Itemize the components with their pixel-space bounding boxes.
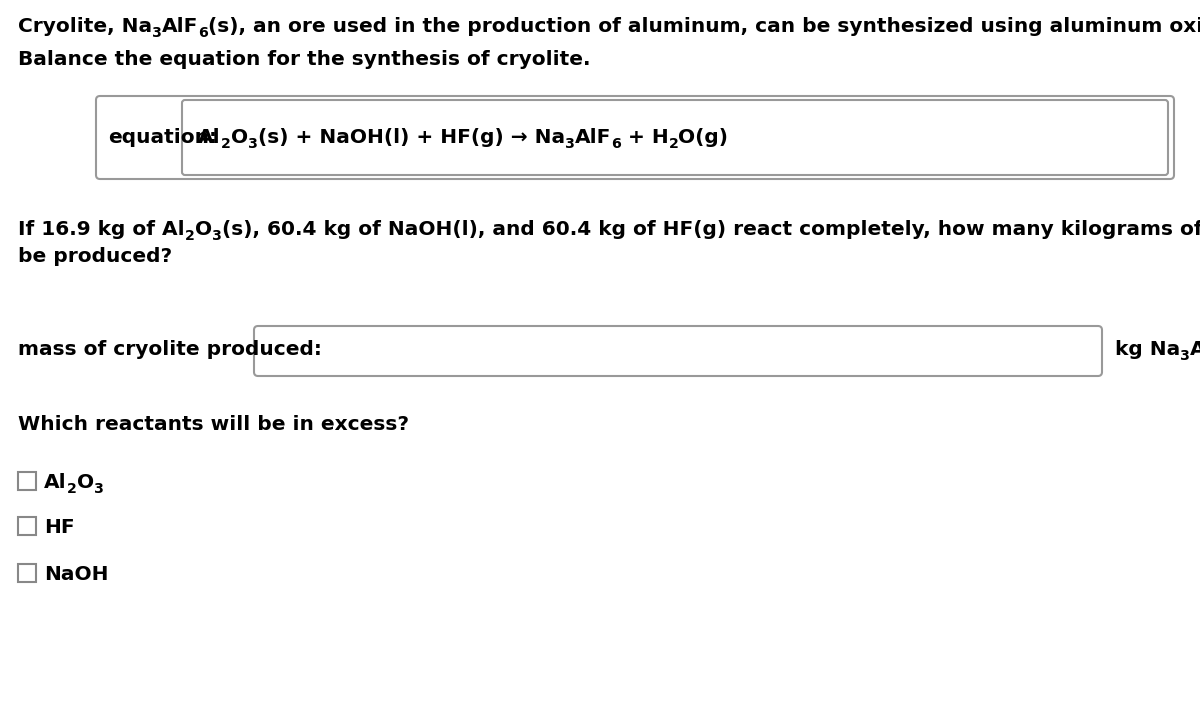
FancyBboxPatch shape [96, 96, 1174, 179]
Text: 6: 6 [611, 137, 620, 151]
Text: O(g): O(g) [678, 128, 728, 147]
Text: 3: 3 [565, 137, 575, 151]
Text: AlF: AlF [162, 17, 198, 36]
Text: AlF: AlF [575, 128, 611, 147]
Text: 2: 2 [185, 229, 194, 243]
Text: Balance the equation for the synthesis of cryolite.: Balance the equation for the synthesis o… [18, 50, 590, 69]
Text: 3: 3 [152, 26, 162, 40]
FancyBboxPatch shape [254, 326, 1102, 376]
Text: mass of cryolite produced:: mass of cryolite produced: [18, 340, 322, 359]
Text: (s), 60.4 kg of NaOH(l), and 60.4 kg of HF(g) react completely, how many kilogra: (s), 60.4 kg of NaOH(l), and 60.4 kg of … [222, 220, 1200, 239]
Text: O: O [230, 128, 247, 147]
Text: O: O [77, 473, 94, 492]
Text: 6: 6 [198, 26, 209, 40]
Text: 3: 3 [211, 229, 222, 243]
Text: Which reactants will be in excess?: Which reactants will be in excess? [18, 415, 409, 434]
Text: be produced?: be produced? [18, 247, 172, 266]
Text: Al: Al [198, 128, 221, 147]
Text: 3: 3 [1181, 349, 1190, 363]
Text: equation:: equation: [108, 128, 217, 147]
Text: (s) + NaOH(l) + HF(g) → Na: (s) + NaOH(l) + HF(g) → Na [258, 128, 565, 147]
Text: + H: + H [620, 128, 668, 147]
Text: NaOH: NaOH [44, 565, 108, 584]
Text: 3: 3 [247, 137, 258, 151]
Text: HF: HF [44, 518, 74, 537]
FancyBboxPatch shape [18, 517, 36, 535]
Text: 3: 3 [94, 482, 103, 496]
Text: AlF: AlF [1190, 340, 1200, 359]
Text: 2: 2 [67, 482, 77, 496]
FancyBboxPatch shape [18, 472, 36, 490]
Text: Cryolite, Na: Cryolite, Na [18, 17, 152, 36]
Text: 2: 2 [221, 137, 230, 151]
Text: Al: Al [44, 473, 67, 492]
Text: If 16.9 kg of Al: If 16.9 kg of Al [18, 220, 185, 239]
FancyBboxPatch shape [18, 564, 36, 582]
Text: (s), an ore used in the production of aluminum, can be synthesized using aluminu: (s), an ore used in the production of al… [209, 17, 1200, 36]
FancyBboxPatch shape [182, 100, 1168, 175]
Text: 2: 2 [668, 137, 678, 151]
Text: O: O [194, 220, 211, 239]
Text: kg Na: kg Na [1115, 340, 1181, 359]
